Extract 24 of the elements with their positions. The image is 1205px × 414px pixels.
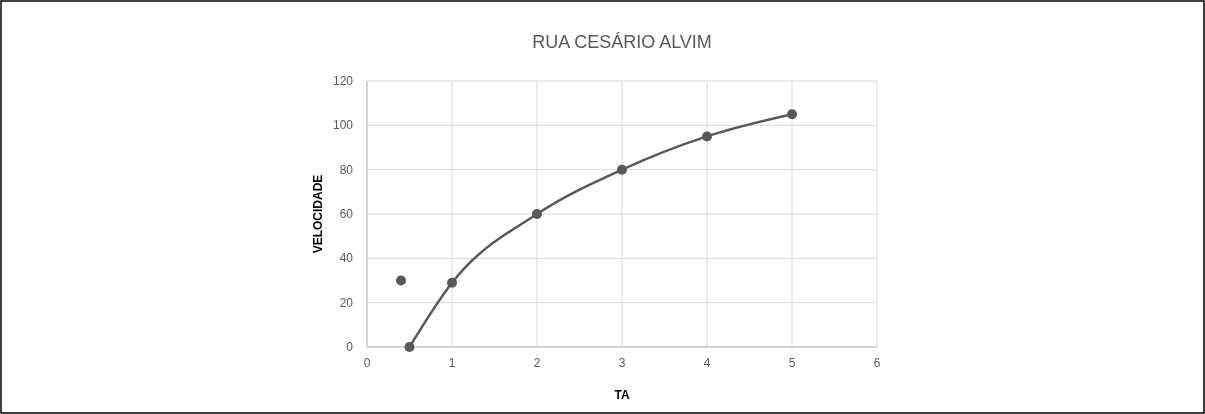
x-tick-label: 6 [873, 356, 881, 370]
x-tick-label: 1 [448, 356, 456, 370]
point [702, 131, 712, 142]
y-tick-label: 20 [339, 295, 354, 310]
y-axis-title: VELOCIDADE [311, 174, 325, 254]
x-tick-label: 0 [363, 356, 371, 370]
point [447, 277, 457, 288]
x-tick-label: 3 [618, 356, 626, 370]
y-tick-label: 0 [346, 340, 354, 354]
point [396, 275, 406, 286]
y-tick-label: 100 [332, 118, 354, 133]
x-tick-label: 2 [533, 356, 541, 370]
point [617, 164, 627, 175]
x-tick-label: 5 [788, 356, 796, 370]
x-axis-title: TA [614, 388, 630, 402]
point [532, 209, 542, 219]
chart-title: RUA CESÁRIO ALVIM [532, 32, 712, 52]
y-tick-label: 60 [339, 207, 354, 221]
point [787, 109, 797, 120]
y-tick-label: 40 [339, 251, 354, 266]
x-tick-label: 4 [703, 356, 711, 370]
y-tick-label: 120 [332, 74, 354, 88]
point [404, 342, 415, 352]
y-tick-label: 80 [339, 162, 354, 177]
